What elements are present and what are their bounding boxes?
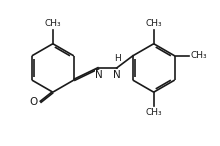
Text: N: N — [113, 70, 121, 80]
Text: H: H — [114, 54, 121, 63]
Text: CH₃: CH₃ — [44, 19, 61, 28]
Text: CH₃: CH₃ — [191, 51, 207, 60]
Text: O: O — [29, 97, 37, 107]
Text: CH₃: CH₃ — [145, 19, 162, 28]
Text: N: N — [95, 70, 103, 80]
Text: CH₃: CH₃ — [145, 108, 162, 117]
